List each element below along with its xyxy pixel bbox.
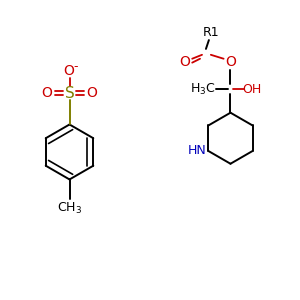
Text: -: -	[73, 60, 78, 73]
Text: R1: R1	[202, 26, 219, 39]
Text: CH$_3$: CH$_3$	[57, 201, 82, 216]
Text: O: O	[87, 86, 98, 100]
Text: O: O	[179, 55, 190, 69]
Text: S: S	[64, 85, 74, 100]
Text: HN: HN	[188, 145, 206, 158]
Text: O: O	[225, 55, 236, 69]
Text: O: O	[41, 86, 52, 100]
Text: H$_3$C: H$_3$C	[190, 82, 216, 97]
Text: O: O	[63, 64, 74, 79]
Text: OH: OH	[242, 82, 262, 96]
